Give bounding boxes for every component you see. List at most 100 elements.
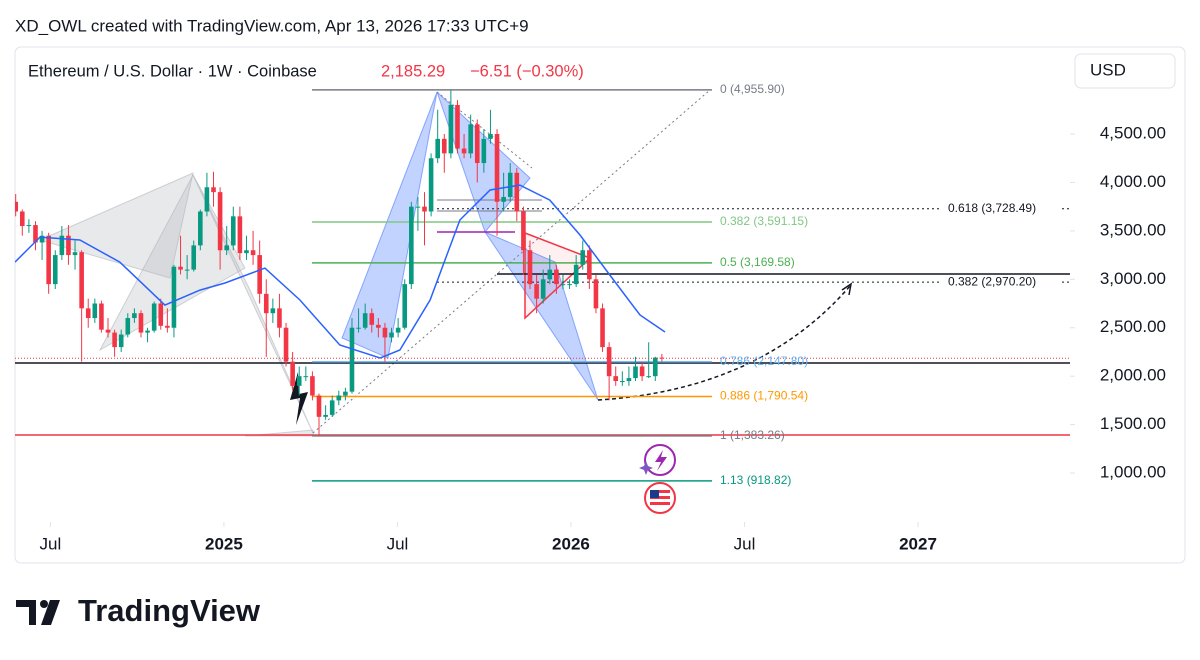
event-icon-glyph [655, 450, 667, 471]
y-tick-label: 3,000.00 [1100, 269, 1166, 288]
candle-body [567, 284, 572, 286]
candle-body [303, 376, 309, 378]
x-tick-label: 2026 [552, 534, 590, 553]
logo-mark [16, 600, 36, 625]
candle-body [474, 124, 480, 164]
candle-body [204, 187, 210, 212]
candle-body [336, 395, 342, 401]
candle-body [409, 206, 414, 285]
x-tick-label: Jul [40, 534, 62, 553]
candle-body [244, 250, 249, 254]
candle-body [329, 400, 335, 415]
candle-body [250, 250, 256, 256]
candle-body [79, 252, 84, 309]
projection-arrow [597, 285, 851, 401]
candle-body [639, 366, 645, 377]
candle-body [428, 158, 434, 212]
candle-body [527, 250, 533, 285]
candle-body [198, 211, 203, 246]
candle-body [310, 376, 315, 396]
candle-body [481, 138, 487, 164]
x-tick-label: 2025 [205, 534, 243, 553]
candle-body [435, 138, 440, 159]
y-tick-label: 2,000.00 [1100, 366, 1166, 385]
y-tick-label: 3,500.00 [1100, 220, 1166, 239]
candle-body [85, 308, 91, 319]
candle-body [389, 332, 394, 338]
candle-body [600, 308, 605, 348]
candle-body [158, 303, 164, 326]
candle-body [534, 284, 539, 299]
candle-body [554, 269, 559, 285]
candle-body [118, 334, 124, 348]
candle-body [547, 269, 553, 280]
candle-body [316, 395, 322, 417]
candle-body [422, 206, 427, 212]
candle-body [39, 235, 45, 243]
fib-label: 0.5 (3,169.58) [720, 255, 795, 269]
y-tick-label: 4,500.00 [1100, 123, 1166, 142]
fib-label: 0.382 (3,591.15) [720, 214, 808, 228]
candle-body [270, 308, 276, 314]
candle-body [349, 327, 355, 392]
candle-body [26, 225, 32, 227]
flag-stripe [650, 493, 670, 496]
candle-body [165, 325, 170, 328]
candle-body [362, 313, 368, 328]
last-price: 2,185.29 [381, 62, 445, 80]
logo-mark [41, 600, 60, 625]
x-tick-label: Jul [734, 534, 756, 553]
fib-trend [436, 91, 533, 169]
candle-body [230, 216, 236, 246]
fib-label: 1.13 (918.82) [720, 473, 791, 487]
candle-body [19, 211, 25, 227]
candle-body [33, 225, 38, 243]
fib-extension-label: 0.618 (3,728.49) [948, 201, 1036, 215]
y-tick-label: 1,500.00 [1100, 414, 1166, 433]
candle-body [448, 104, 454, 154]
price-change: −6.51 (−0.30%) [470, 62, 584, 80]
logo-mark [40, 600, 48, 608]
candle-body [455, 104, 460, 149]
candle-body [659, 357, 665, 359]
currency[interactable]: USD [1090, 60, 1126, 79]
credit: XD_OWL created with TradingView.com, Apr… [15, 16, 529, 35]
candle-body [646, 376, 651, 378]
candle-body [494, 134, 500, 202]
candle-body [138, 313, 144, 333]
plot [15, 89, 1070, 482]
candle-body [99, 303, 104, 330]
y-tick-label: 2,500.00 [1100, 317, 1166, 336]
candle-body [178, 266, 183, 270]
candle-body [171, 266, 177, 328]
candle-body [468, 124, 473, 154]
chart-frame [14, 46, 1186, 564]
currency-button[interactable] [1074, 53, 1176, 89]
candle-body [224, 245, 229, 251]
candle-body [125, 318, 131, 335]
candle-body [211, 187, 216, 193]
candle-body [263, 293, 269, 314]
arrow-head [841, 282, 853, 296]
candle-body [112, 332, 117, 348]
fib-label: 1 (1,383.26) [720, 428, 785, 442]
x-tick-label: 2027 [899, 534, 937, 553]
candle-body [356, 327, 361, 329]
candle-body [184, 269, 190, 271]
candle-body [580, 250, 586, 265]
y-tick-label: 1,000.00 [1100, 463, 1166, 482]
pattern-leg [341, 91, 438, 359]
candle-body [461, 148, 467, 154]
moving-average [15, 184, 666, 359]
candle-body [652, 357, 658, 377]
candle-body [237, 216, 243, 254]
candle-body [132, 313, 137, 319]
brand: TradingView [78, 593, 261, 628]
candle-body [620, 381, 625, 383]
x-tick-label: Jul [387, 534, 409, 553]
fib-label: 0.886 (1,790.54) [720, 389, 808, 403]
candle-body [376, 324, 381, 328]
candle-body [573, 264, 579, 285]
